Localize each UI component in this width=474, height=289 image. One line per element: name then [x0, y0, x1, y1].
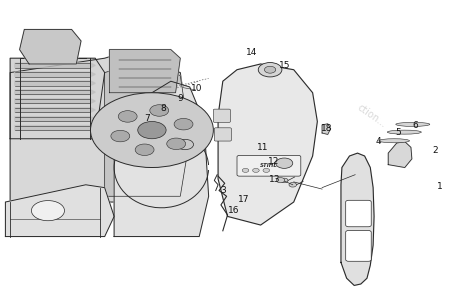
- Circle shape: [276, 158, 293, 168]
- Polygon shape: [19, 29, 81, 64]
- Polygon shape: [322, 124, 330, 134]
- Text: 17: 17: [238, 195, 250, 204]
- Text: 14: 14: [246, 48, 257, 57]
- Circle shape: [150, 105, 169, 116]
- Text: 4: 4: [376, 137, 382, 146]
- Circle shape: [242, 168, 249, 173]
- FancyBboxPatch shape: [237, 155, 301, 176]
- Circle shape: [31, 201, 64, 221]
- Text: 6: 6: [413, 121, 419, 130]
- Polygon shape: [10, 53, 190, 202]
- Circle shape: [289, 182, 297, 187]
- Text: 15: 15: [279, 61, 290, 70]
- Ellipse shape: [379, 139, 410, 143]
- Polygon shape: [10, 58, 105, 139]
- FancyBboxPatch shape: [346, 200, 371, 227]
- Text: ction...: ction...: [355, 102, 388, 129]
- Polygon shape: [341, 153, 374, 286]
- Text: 9: 9: [177, 94, 183, 103]
- Circle shape: [118, 111, 137, 122]
- Polygon shape: [15, 116, 95, 121]
- Text: 11: 11: [257, 143, 269, 152]
- Text: 12: 12: [268, 157, 280, 166]
- Circle shape: [253, 168, 259, 173]
- Polygon shape: [114, 81, 209, 236]
- FancyBboxPatch shape: [213, 109, 230, 122]
- Circle shape: [111, 130, 130, 142]
- FancyBboxPatch shape: [214, 128, 231, 141]
- Polygon shape: [5, 185, 114, 236]
- Circle shape: [276, 177, 285, 183]
- Text: 3: 3: [220, 186, 226, 195]
- Polygon shape: [15, 81, 95, 86]
- Polygon shape: [15, 63, 95, 68]
- Ellipse shape: [387, 130, 421, 134]
- Polygon shape: [15, 125, 95, 130]
- Circle shape: [281, 178, 288, 183]
- Polygon shape: [109, 50, 180, 93]
- Text: 13: 13: [269, 175, 281, 184]
- Polygon shape: [15, 72, 95, 77]
- Polygon shape: [15, 99, 95, 103]
- Polygon shape: [218, 64, 318, 225]
- Text: 16: 16: [228, 206, 239, 215]
- Circle shape: [264, 66, 276, 73]
- Circle shape: [263, 168, 270, 173]
- Text: 7: 7: [144, 114, 150, 123]
- Circle shape: [135, 144, 154, 155]
- Text: 5: 5: [395, 129, 401, 138]
- Text: 18: 18: [321, 124, 333, 133]
- Ellipse shape: [396, 122, 430, 126]
- Circle shape: [176, 139, 193, 150]
- Polygon shape: [15, 90, 95, 95]
- Circle shape: [174, 118, 193, 130]
- Circle shape: [167, 138, 186, 149]
- Polygon shape: [388, 142, 412, 168]
- Text: 2: 2: [433, 146, 438, 155]
- Text: 1: 1: [438, 182, 443, 191]
- Circle shape: [91, 93, 213, 168]
- Text: STIHL: STIHL: [260, 163, 278, 168]
- Circle shape: [258, 62, 282, 77]
- Text: 10: 10: [191, 84, 202, 93]
- FancyBboxPatch shape: [346, 231, 371, 261]
- Text: 8: 8: [161, 104, 167, 113]
- Circle shape: [138, 121, 166, 139]
- Polygon shape: [105, 64, 190, 196]
- Polygon shape: [15, 108, 95, 112]
